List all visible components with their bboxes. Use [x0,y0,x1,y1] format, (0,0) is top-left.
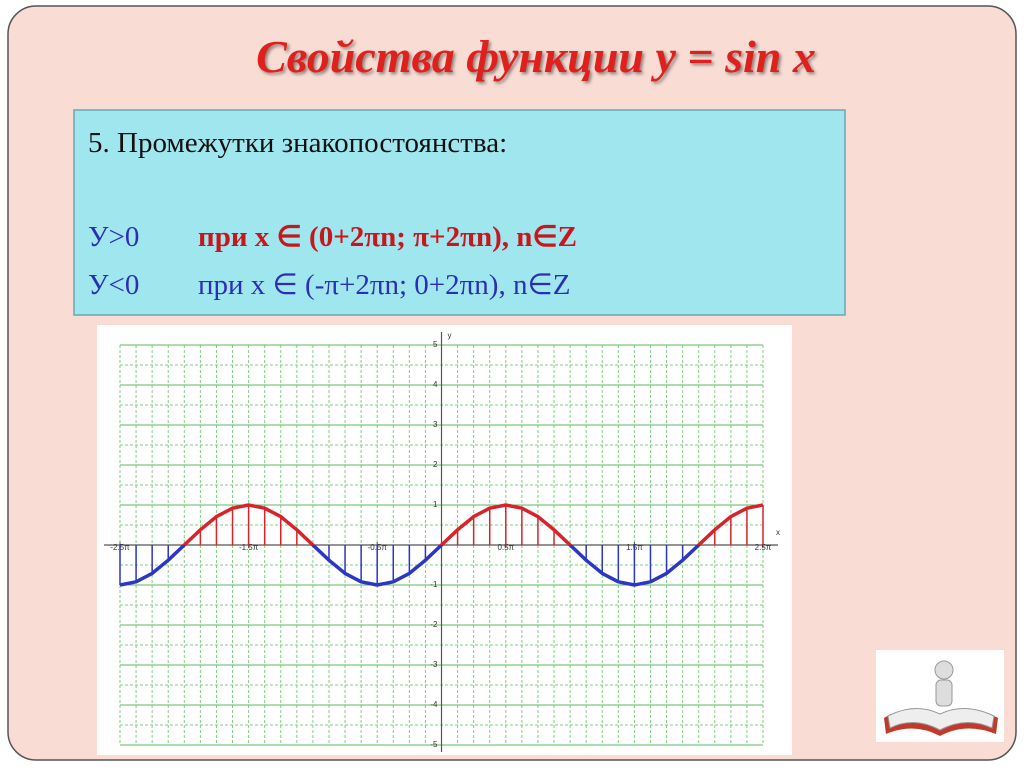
y-axis-label: y [448,331,452,340]
y-tick-label: 1 [433,500,438,509]
y-tick-label: -1 [430,580,438,589]
heading: 5. Промежутки знакопостоянства: [88,127,507,159]
negative-condition: при x ∈ (-π+2πn; 0+2πn), n∈Z [198,269,570,301]
y-tick-label: -4 [430,700,438,709]
info-box [73,109,846,316]
book-icon [876,650,1004,742]
y-tick-label: 3 [433,420,438,429]
x-tick-label: 0.5π [497,543,514,552]
slide-title: Свойства функции y = sin x [256,31,816,82]
y-tick-label: -3 [430,660,438,669]
x-axis-label: x [776,528,780,537]
y-tick-label: 5 [433,340,438,349]
y-tick-label: 2 [433,460,438,469]
y-tick-label: -2 [430,620,438,629]
y-tick-label: 4 [433,380,438,389]
positive-sign: У>0 [88,221,139,253]
negative-sign: У<0 [88,269,139,301]
x-tick-label: -1.5π [239,543,259,552]
y-tick-label: -5 [430,740,438,749]
positive-condition: при x ∈ (0+2πn; π+2πn), n∈Z [198,221,577,253]
sine-curve [119,503,764,587]
x-tick-label: 2.5π [755,543,772,552]
